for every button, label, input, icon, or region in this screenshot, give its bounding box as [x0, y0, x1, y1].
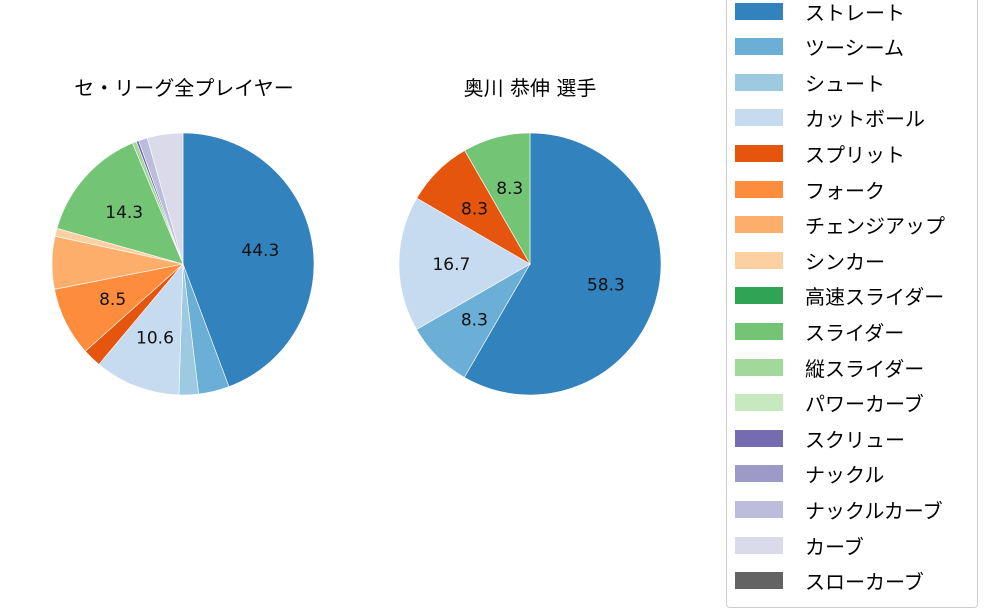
legend-label: フォーク: [805, 178, 885, 203]
legend-label: 縦スライダー: [805, 356, 925, 381]
slice-value-label: 16.7: [432, 255, 470, 275]
legend-label: シンカー: [805, 249, 885, 274]
pie-slice: [182, 132, 315, 388]
legend-item: シンカー: [735, 248, 885, 274]
legend-swatch: [735, 465, 783, 483]
legend-swatch: [735, 322, 783, 340]
legend-swatch: [735, 500, 783, 518]
legend-item: ストレート: [735, 0, 905, 25]
left-chart-title: セ・リーグ全プレイヤー: [74, 76, 294, 100]
legend-swatch: [735, 358, 783, 376]
legend-label: ストレート: [805, 0, 905, 25]
legend-swatch: [735, 109, 783, 127]
slice-value-label: 58.3: [587, 275, 625, 295]
legend-label: 高速スライダー: [805, 285, 945, 310]
legend-item: スライダー: [735, 319, 905, 345]
legend-item: パワーカーブ: [735, 391, 924, 417]
slice-value-label: 8.5: [99, 290, 126, 310]
legend-item: ナックル: [735, 462, 885, 488]
legend-label: スクリュー: [805, 427, 905, 452]
right-chart-title: 奥川 恭伸 選手: [463, 76, 597, 100]
legend-label: カーブ: [805, 534, 864, 559]
legend-swatch: [735, 394, 783, 412]
legend-swatch: [735, 73, 783, 91]
legend-label: ツーシーム: [805, 36, 904, 61]
legend-label: シュート: [805, 71, 885, 96]
legend-swatch: [735, 572, 783, 590]
legend-item: カットボール: [735, 106, 925, 132]
legend-item: フォーク: [735, 177, 885, 203]
legend-item: スローカーブ: [735, 569, 924, 595]
legend-swatch: [735, 287, 783, 305]
legend-item: 縦スライダー: [735, 355, 925, 381]
legend-swatch: [735, 216, 783, 234]
legend-item: スクリュー: [735, 426, 905, 452]
legend-item: カーブ: [735, 533, 864, 559]
legend-label: カットボール: [805, 107, 925, 132]
slice-value-label: 44.3: [241, 241, 279, 261]
legend-label: スプリット: [805, 142, 905, 167]
pie-slice: [56, 142, 184, 265]
pie-slice: [398, 197, 531, 330]
legend-label: ナックルカーブ: [805, 498, 943, 523]
slice-value-label: 8.3: [496, 179, 523, 199]
legend-swatch: [735, 251, 783, 269]
slice-value-label: 8.3: [461, 199, 488, 219]
slice-value-label: 10.6: [136, 328, 174, 348]
legend-swatch: [735, 180, 783, 198]
legend-item: シュート: [735, 70, 885, 96]
legend-item: ツーシーム: [735, 35, 904, 61]
slice-value-label: 8.3: [461, 311, 488, 331]
legend-swatch: [735, 429, 783, 447]
pie-slice: [464, 132, 531, 266]
legend-item: スプリット: [735, 141, 905, 167]
pie-slice: [463, 132, 662, 396]
league-pie-chart: 44.3 10.6 8.5 14.3: [51, 132, 315, 396]
legend-label: パワーカーブ: [805, 392, 924, 417]
slice-value-label: 14.3: [105, 203, 143, 223]
legend-item: ナックルカーブ: [735, 497, 943, 523]
legend-label: スローカーブ: [805, 570, 924, 595]
legend-label: スライダー: [805, 320, 905, 345]
legend-label: チェンジアップ: [805, 214, 945, 239]
legend-item: 高速スライダー: [735, 284, 945, 310]
player-pie-chart: 58.3 8.3 16.7 8.3 8.3: [398, 132, 662, 396]
legend-swatch: [735, 144, 783, 162]
legend-label: ナックル: [805, 463, 885, 488]
legend-swatch: [735, 536, 783, 554]
pie-slice: [146, 132, 184, 265]
pie-slice: [98, 263, 184, 396]
legend-swatch: [735, 38, 783, 56]
legend-swatch: [735, 2, 783, 20]
legend-item: チェンジアップ: [735, 213, 945, 239]
legend: ストレートツーシームシュートカットボール スプリットフォークチェンジアップ シンカー…: [726, 0, 978, 608]
